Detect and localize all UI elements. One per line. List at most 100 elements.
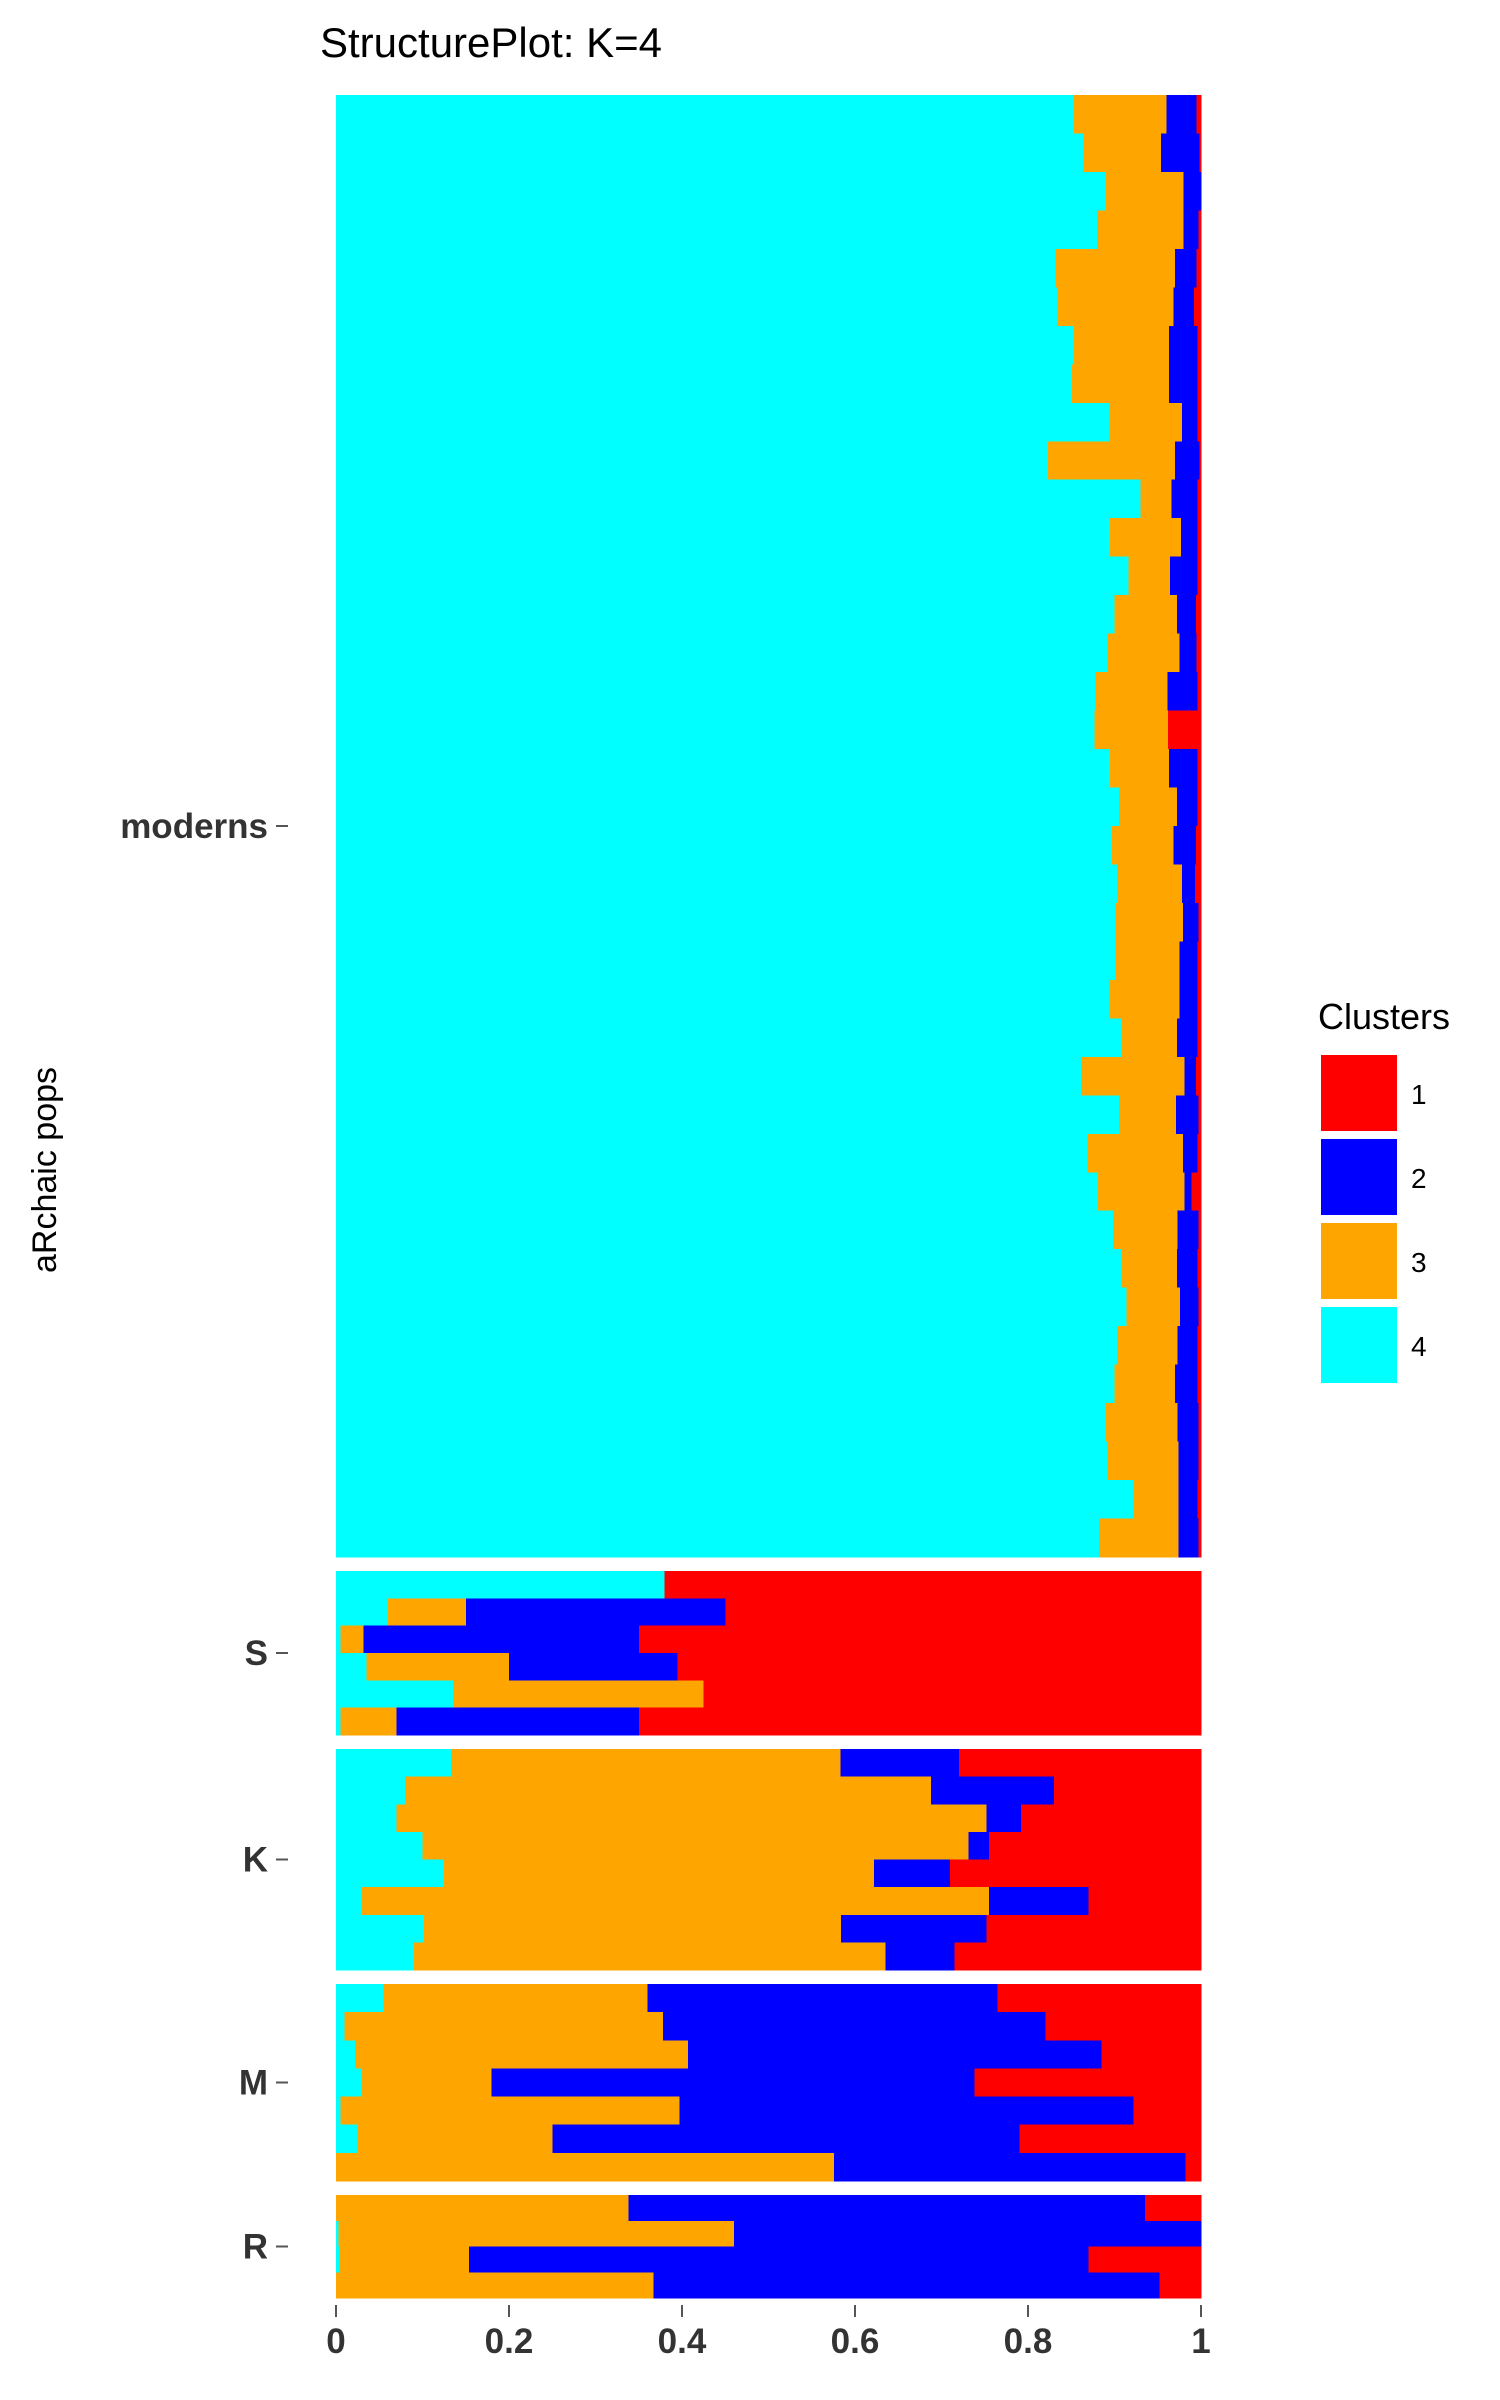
bar-segment-cluster-4 (336, 441, 1049, 481)
bar-segment-cluster-3 (355, 2040, 689, 2070)
bar-segment-cluster-4 (336, 787, 1120, 827)
bar-segment-cluster-1 (1197, 1326, 1202, 1366)
bar-segment-cluster-1 (677, 1653, 1202, 1681)
bar-segment-cluster-1 (1088, 2246, 1202, 2273)
bar-segment-cluster-1 (1196, 248, 1202, 288)
y-axis-label: aRchaic pops (26, 1067, 64, 1273)
bar-segment-cluster-2 (1176, 1249, 1199, 1289)
bar-segment-cluster-4 (336, 1480, 1135, 1520)
bar-segment-cluster-4 (336, 1018, 1123, 1058)
y-group-label: R (243, 2228, 268, 2267)
bar-segment-cluster-1 (997, 1984, 1202, 2013)
bar-segment-cluster-4 (336, 902, 1116, 943)
bar-segment-cluster-4 (336, 1653, 367, 1681)
bar-segment-cluster-2 (1179, 979, 1199, 1019)
bar-segment-cluster-3 (1111, 826, 1174, 866)
bar-segment-cluster-2 (469, 2246, 1090, 2273)
bar-segment-cluster-2 (1184, 1056, 1197, 1096)
bar-segment-cluster-1 (1021, 1804, 1202, 1833)
bar-segment-cluster-1 (1168, 710, 1202, 750)
bar-segment-cluster-3 (1117, 864, 1183, 904)
bar-segment-cluster-3 (1118, 1095, 1177, 1135)
bar-segment-cluster-4 (336, 595, 1116, 635)
legend-swatch-1 (1321, 1055, 1397, 1131)
bar-segment-cluster-4 (336, 1887, 363, 1916)
bar-segment-cluster-2 (840, 1749, 960, 1778)
bar-segment-cluster-3 (1112, 1210, 1179, 1250)
panel-R (336, 2195, 1202, 2299)
bar-segment-cluster-2 (1178, 1480, 1199, 1520)
bar-segment-cluster-1 (1198, 902, 1202, 943)
bar-segment-cluster-3 (451, 1749, 841, 1778)
bar-segment-cluster-3 (452, 1680, 705, 1709)
legend-swatch-3 (1321, 1223, 1397, 1299)
bar-segment-cluster-4 (336, 1326, 1118, 1366)
bar-segment-cluster-4 (336, 749, 1111, 789)
bar-segment-cluster-2 (841, 1914, 988, 1943)
bar-segment-cluster-2 (874, 1859, 951, 1888)
bar-segment-cluster-1 (1196, 633, 1202, 673)
bar-segment-cluster-4 (336, 2012, 346, 2041)
bar-segment-cluster-4 (336, 2124, 359, 2154)
bar-segment-cluster-3 (1126, 1287, 1181, 1327)
bar-segment-cluster-1 (1198, 1518, 1202, 1558)
bar-segment-cluster-1 (1144, 2195, 1202, 2222)
bar-segment-cluster-1 (1195, 595, 1202, 635)
bar-segment-cluster-2 (1166, 95, 1198, 135)
bar-segment-cluster-2 (552, 2124, 1020, 2154)
bar-segment-cluster-2 (1167, 672, 1199, 712)
bar-segment-cluster-2 (1175, 1364, 1199, 1404)
bar-segment-cluster-4 (336, 133, 1084, 173)
bar-segment-cluster-4 (336, 1914, 425, 1943)
bar-segment-cluster-3 (422, 1831, 969, 1861)
bar-segment-cluster-2 (1169, 749, 1199, 789)
bar-segment-cluster-2 (662, 2012, 1046, 2041)
x-tick-label: 0 (326, 2322, 345, 2361)
bar-segment-cluster-4 (336, 556, 1129, 596)
bar-segment-cluster-3 (383, 1984, 648, 2013)
bar-segment-cluster-2 (1168, 325, 1199, 365)
panel-S (336, 1571, 1202, 1736)
bar-segment-cluster-1 (1198, 1210, 1202, 1250)
bar-segment-cluster-3 (1055, 248, 1176, 288)
bar-segment-cluster-2 (1175, 248, 1198, 288)
bar-segment-cluster-1 (1198, 210, 1202, 250)
bar-segment-cluster-3 (396, 1804, 988, 1833)
bar-segment-cluster-2 (1176, 595, 1197, 635)
bar-segment-cluster-3 (1105, 1403, 1179, 1443)
bar-segment-cluster-3 (1115, 941, 1180, 981)
bar-segment-cluster-3 (336, 2195, 629, 2222)
bar-segment-cluster-2 (1181, 864, 1196, 904)
bar-segment-cluster-3 (361, 2068, 493, 2098)
bar-segment-cluster-2 (1168, 364, 1199, 404)
bar-segment-cluster-3 (1109, 402, 1183, 442)
bar-segment-cluster-3 (1114, 595, 1178, 635)
bar-segment-cluster-2 (1179, 633, 1198, 673)
panel-moderns (336, 95, 1202, 1558)
bar-segment-cluster-4 (336, 1056, 1082, 1096)
bar-segment-cluster-2 (679, 2096, 1135, 2126)
bar-segment-cluster-3 (1047, 441, 1176, 481)
legend-swatch-4 (1321, 1307, 1397, 1383)
bar-segment-cluster-2 (885, 1942, 956, 1971)
bar-segment-cluster-3 (336, 2152, 835, 2182)
bar-segment-cluster-3 (1110, 518, 1182, 558)
bar-segment-cluster-2 (363, 1625, 640, 1654)
bar-segment-cluster-4 (336, 710, 1096, 750)
bar-segment-cluster-1 (1196, 95, 1202, 135)
y-group-label: S (245, 1634, 268, 1673)
bar-segment-cluster-3 (1107, 633, 1180, 673)
bar-segment-cluster-3 (1115, 902, 1184, 943)
bar-segment-cluster-2 (1178, 1518, 1199, 1558)
bar-segment-cluster-1 (1197, 402, 1202, 442)
bar-segment-cluster-3 (1087, 1133, 1184, 1173)
legend-label: 4 (1411, 1331, 1427, 1362)
bar-segment-cluster-4 (336, 1441, 1109, 1481)
bar-segment-cluster-1 (1197, 518, 1202, 558)
bar-segment-cluster-4 (336, 979, 1110, 1019)
bar-segment-cluster-4 (336, 1942, 415, 1971)
bar-segment-cluster-2 (968, 1831, 990, 1861)
bar-segment-cluster-4 (336, 171, 1107, 212)
bar-segment-cluster-3 (1098, 1518, 1180, 1558)
bar-segment-cluster-4 (336, 2246, 341, 2273)
